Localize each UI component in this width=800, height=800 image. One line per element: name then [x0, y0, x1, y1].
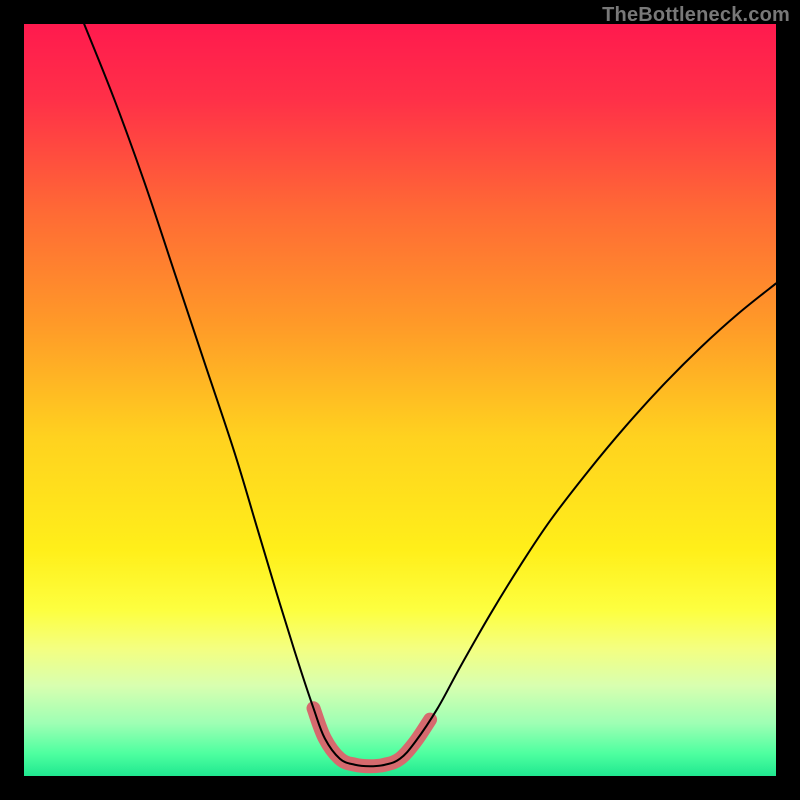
plot-area	[24, 24, 776, 776]
watermark-text: TheBottleneck.com	[602, 4, 790, 27]
chart-frame: TheBottleneck.com	[0, 0, 800, 800]
chart-svg	[24, 24, 776, 776]
chart-background	[24, 24, 776, 776]
